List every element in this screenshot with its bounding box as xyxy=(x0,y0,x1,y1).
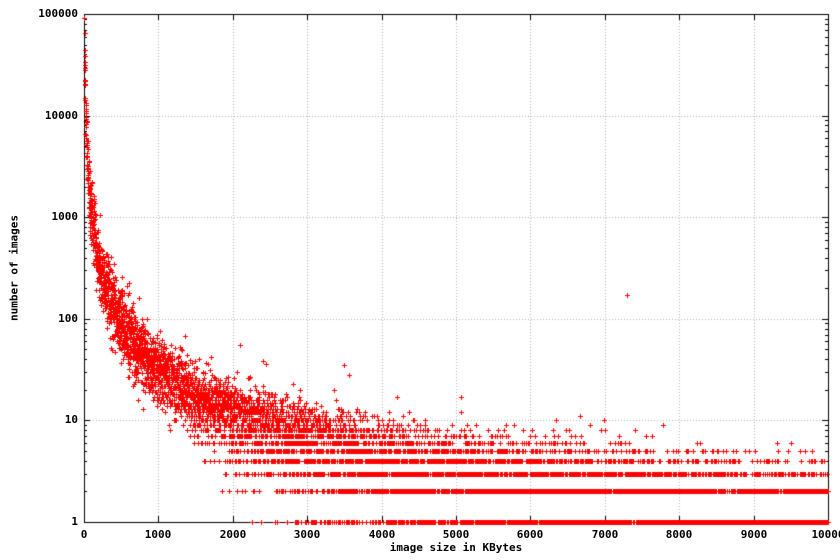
x-tick-label: 5000 xyxy=(442,528,470,541)
y-tick-label: 100 xyxy=(58,312,78,325)
y-tick-label: 1000 xyxy=(51,210,79,223)
y-tick-label: 10000 xyxy=(44,109,78,122)
y-tick-label: 1 xyxy=(71,515,78,528)
x-tick-label: 0 xyxy=(80,528,88,541)
x-tick-label: 4000 xyxy=(368,528,396,541)
x-tick-label: 3000 xyxy=(293,528,321,541)
y-tick-label: 10 xyxy=(64,413,78,426)
x-tick-label: 1000 xyxy=(144,528,172,541)
x-axis-title: image size in KBytes xyxy=(389,541,523,554)
x-tick-label: 2000 xyxy=(219,528,247,541)
y-tick-label: 100000 xyxy=(38,7,78,20)
y-axis-title: number of images xyxy=(7,215,21,321)
x-tick-label: 9000 xyxy=(740,528,768,541)
x-tick-label: 10000 xyxy=(811,528,840,541)
x-tick-label: 7000 xyxy=(591,528,619,541)
x-tick-label: 6000 xyxy=(516,528,544,541)
x-tick-label: 8000 xyxy=(665,528,693,541)
